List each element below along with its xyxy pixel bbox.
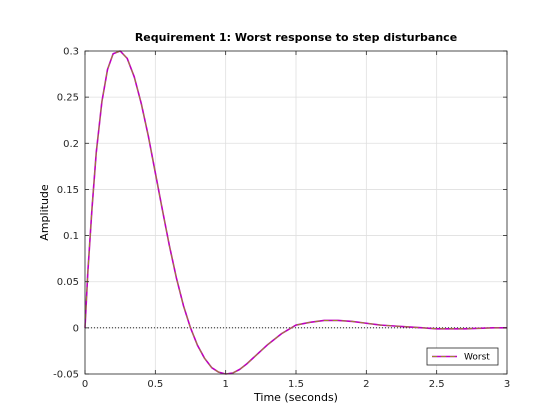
chart-title: Requirement 1: Worst response to step di… [135,31,457,44]
legend-entry-worst: Worst [464,353,490,363]
legend-box [426,347,499,366]
x-tick-label: 1.5 [288,379,304,390]
x-tick-label: 0.5 [147,379,163,390]
x-axis-label: Time (seconds) [253,391,338,404]
y-tick-label: 0.15 [57,185,79,196]
y-tick-label: 0 [73,323,79,334]
y-tick-label: 0.05 [57,277,79,288]
x-tick-label: 0 [82,379,88,390]
x-tick-label: 1 [222,379,228,390]
y-tick-label: 0.3 [63,47,79,58]
x-tick-label: 2.5 [429,379,445,390]
y-tick-label: 0.1 [63,231,79,242]
y-tick-label: -0.05 [53,370,79,381]
x-tick-label: 2 [363,379,369,390]
y-tick-label: 0.2 [63,139,79,150]
legend: Worst [426,347,499,366]
x-tick-label: 3 [504,379,510,390]
y-tick-label: 0.25 [57,93,79,104]
y-axis-label: Amplitude [38,184,51,241]
